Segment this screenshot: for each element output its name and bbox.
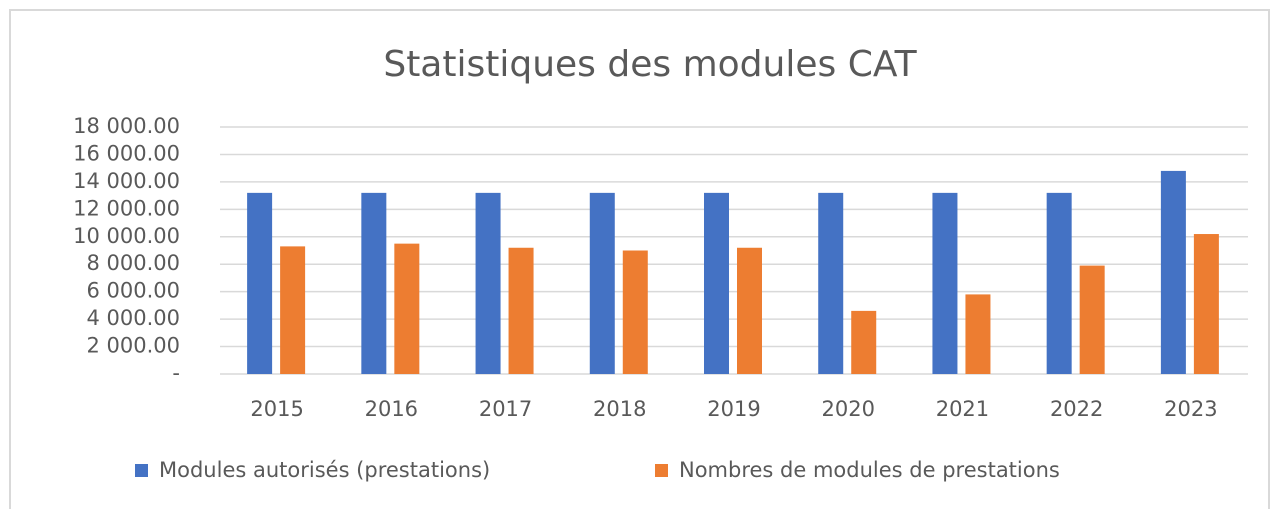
y-tick-label: 14 000.00: [73, 169, 180, 193]
x-tick-label: 2021: [936, 397, 989, 421]
bar: [737, 247, 762, 374]
bar: [1160, 170, 1186, 374]
bar: [589, 192, 615, 374]
y-tick-label: 6 000.00: [86, 279, 180, 303]
bar: [932, 192, 958, 374]
bar: [475, 192, 501, 374]
chart-title: Statistiques des modules CAT: [383, 44, 917, 85]
bar: [1079, 265, 1105, 374]
y-tick-label: 10 000.00: [73, 224, 180, 248]
y-tick-label: 4 000.00: [86, 306, 180, 330]
x-tick-label: 2019: [707, 397, 760, 421]
bar: [394, 243, 420, 374]
bar: [508, 247, 534, 374]
x-tick-label: 2020: [821, 397, 874, 421]
bar: [280, 246, 306, 374]
y-tick-label: 2 000.00: [86, 334, 180, 358]
x-tick-label: 2017: [479, 397, 532, 421]
y-tick-label: 16 000.00: [73, 141, 180, 165]
x-tick-label: 2018: [593, 397, 646, 421]
x-tick-label: 2016: [365, 397, 418, 421]
bar: [818, 192, 844, 374]
y-tick-label: 12 000.00: [73, 196, 180, 220]
bar: [622, 250, 648, 374]
bar: [1046, 192, 1072, 374]
bar: [965, 294, 991, 374]
bar: [704, 192, 729, 374]
y-tick-label: 8 000.00: [86, 251, 180, 275]
bar: [361, 192, 387, 374]
x-tick-label: 2015: [250, 397, 303, 421]
x-tick-label: 2023: [1164, 397, 1217, 421]
legend-label: Modules autorisés (prestations): [159, 458, 490, 482]
y-tick-label: 18 000.00: [73, 114, 180, 138]
legend-swatch: [655, 464, 668, 477]
x-tick-label: 2022: [1050, 397, 1103, 421]
legend-swatch: [135, 464, 148, 477]
y-tick-label: -: [172, 361, 180, 385]
legend-label: Nombres de modules de prestations: [679, 458, 1060, 482]
bar: [1193, 234, 1219, 374]
bar: [851, 310, 877, 374]
bar: [247, 192, 273, 374]
